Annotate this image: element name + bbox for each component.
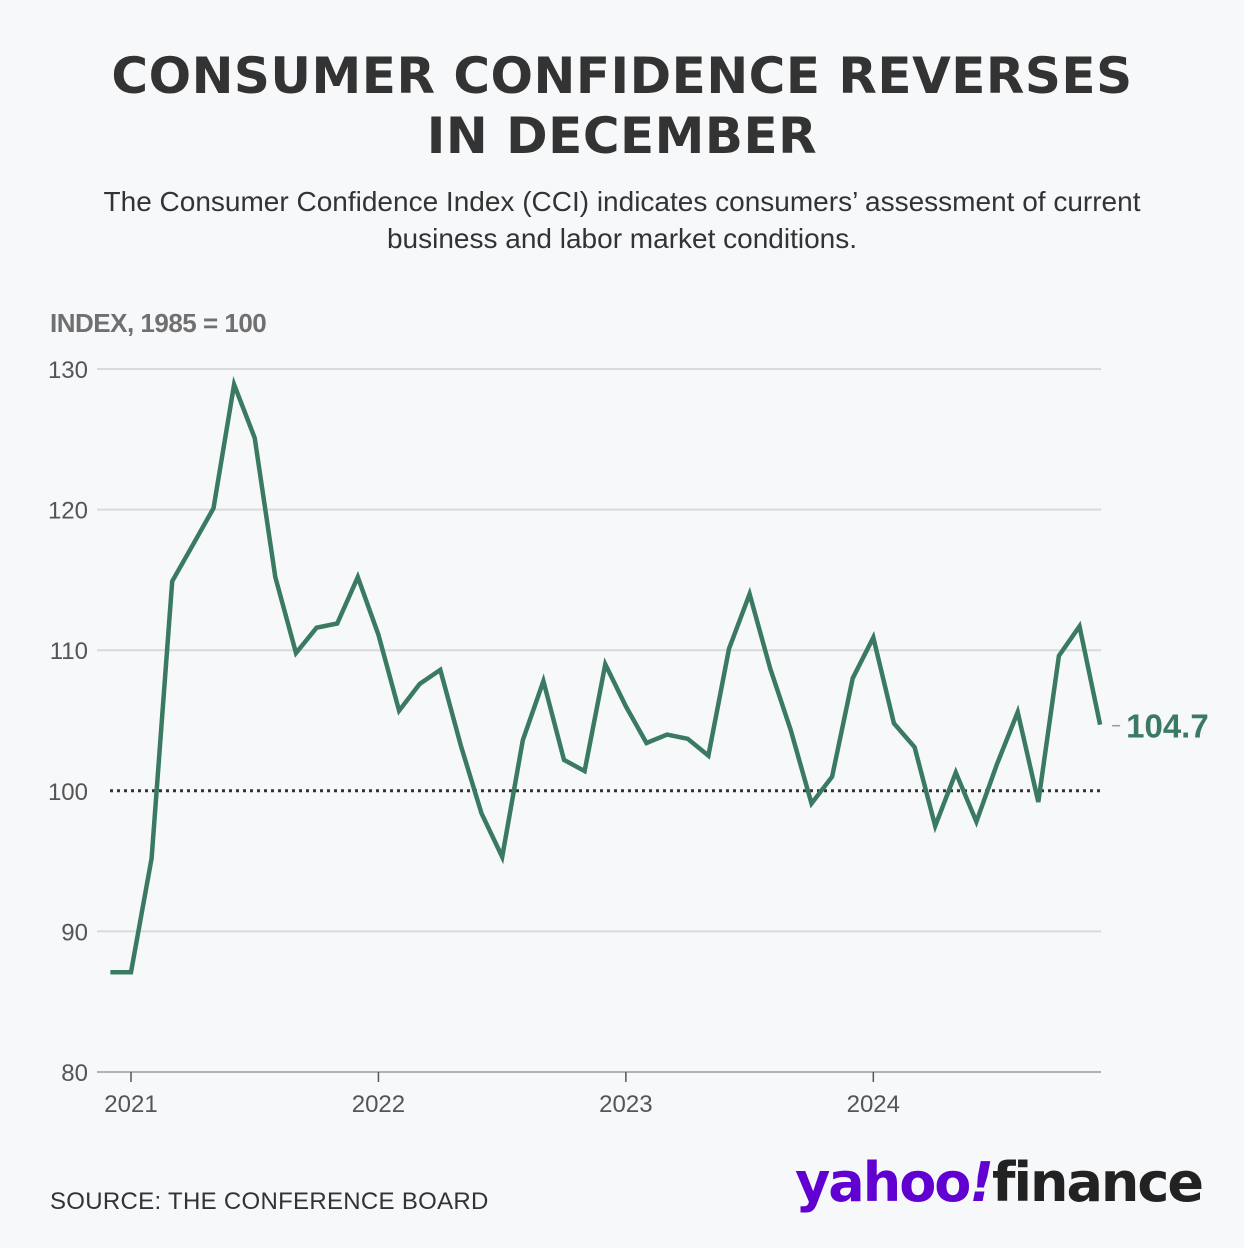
x-tick-2023: 2023 — [599, 1091, 652, 1118]
title-line-2: IN DECEMBER — [426, 107, 818, 165]
y-tick-120: 120 — [48, 498, 88, 525]
end-value-label: 104.7 — [1126, 708, 1209, 745]
y-tick-130: 130 — [48, 357, 88, 384]
x-tick-2022: 2022 — [352, 1091, 405, 1118]
grid-layer — [97, 368, 1101, 1073]
y-tick-labels: 80 90 100 110 120 130 — [48, 357, 88, 1087]
source-note: SOURCE: THE CONFERENCE BOARD — [50, 1188, 489, 1215]
logo-yahoo: yahoo — [795, 1151, 971, 1214]
subtitle-line-1: The Consumer Confidence Index (CCI) indi… — [103, 186, 1141, 217]
end-label-layer: 104.7 — [1112, 708, 1209, 745]
subtitle-line-2: business and labor market conditions. — [386, 223, 858, 254]
x-tick-2024: 2024 — [847, 1091, 900, 1118]
y-tick-100: 100 — [48, 779, 88, 806]
series-layer — [110, 376, 1103, 975]
yahoo-finance-logo: yahoo!finance — [795, 1148, 1204, 1218]
chart-subtitle: The Consumer Confidence Index (CCI) indi… — [40, 183, 1204, 257]
logo-finance: finance — [992, 1151, 1204, 1214]
title-line-1: CONSUMER CONFIDENCE REVERSES — [111, 47, 1133, 105]
logo-bang: ! — [969, 1151, 994, 1214]
y-tick-80: 80 — [61, 1060, 88, 1087]
chart-title: CONSUMER CONFIDENCE REVERSES IN DECEMBER — [0, 46, 1244, 166]
x-tick-labels: 2021 2022 2023 2024 — [104, 1072, 900, 1118]
y-axis-label: INDEX, 1985 = 100 — [50, 308, 267, 338]
y-tick-90: 90 — [61, 919, 88, 946]
cci-series-line — [110, 376, 1103, 975]
y-tick-110: 110 — [50, 638, 88, 665]
x-tick-2021: 2021 — [104, 1091, 157, 1118]
